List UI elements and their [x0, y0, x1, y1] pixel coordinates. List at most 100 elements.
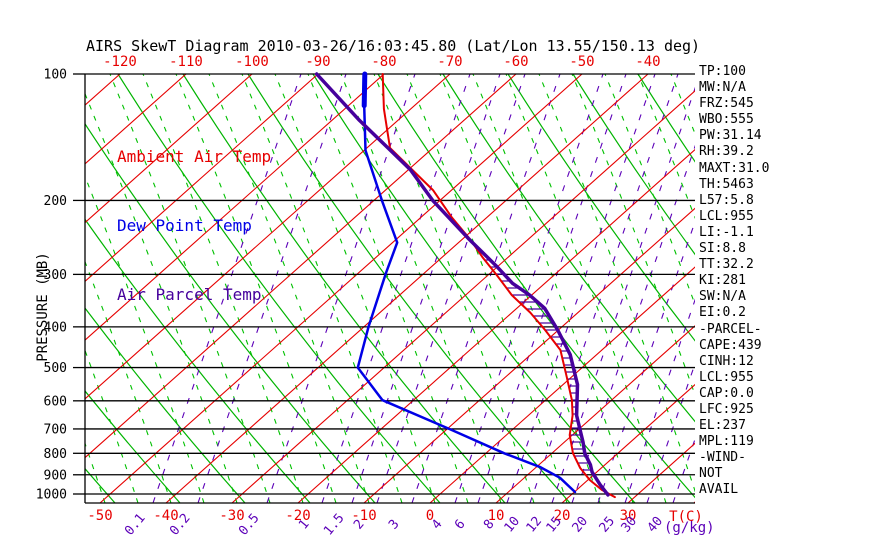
stat-line: CINH:12	[699, 353, 754, 369]
stat-line: NOT	[699, 466, 723, 482]
stat-line: CAP:0.0	[699, 385, 754, 401]
dry-adiabat-line	[117, 74, 441, 503]
isotherm-line	[99, 74, 583, 503]
pressure-tick-label: 600	[44, 394, 67, 409]
stat-line: LFC:925	[699, 401, 754, 417]
mixing-ratio-line	[152, 74, 302, 503]
bottom-temp-tick-label: 20	[554, 508, 571, 524]
moist-adiabat-line	[274, 74, 436, 503]
mixing-ratio-line	[411, 74, 561, 503]
top-temp-tick-label: -100	[235, 54, 269, 70]
mixing-ratio-tick-label: 0.1	[122, 511, 149, 539]
bottom-temp-tick-label: -50	[87, 508, 112, 524]
moist-adiabat-line	[770, 74, 870, 503]
top-temp-tick-label: -80	[371, 54, 396, 70]
top-temp-tick-label: -110	[169, 54, 203, 70]
top-temp-tick-label: -90	[305, 54, 330, 70]
dry-adiabat-line	[247, 74, 571, 503]
legend-air-parcel-temp: Air Parcel Temp	[117, 285, 262, 304]
moist-adiabat-line	[85, 441, 106, 503]
moist-adiabat-line	[340, 74, 502, 503]
moist-adiabat-line	[241, 74, 403, 503]
moist-adiabat-line	[142, 74, 304, 503]
stat-line: SW:N/A	[699, 289, 746, 305]
series-air-parcel-temp	[314, 72, 610, 497]
mixing-ratio-tick-label: 3	[386, 517, 403, 533]
series-ambient-air-temp	[381, 73, 616, 499]
pressure-axis: 100 200 300 400 500 600 700 800 900 1000 PRESSURE …	[35, 68, 695, 504]
stat-line: MW:N/A	[699, 80, 746, 96]
pressure-tick-label: 1000	[36, 488, 67, 503]
stat-line: EI:0.2	[699, 305, 746, 321]
mixing-ratio-line	[597, 220, 695, 503]
moist-adiabat-line	[472, 74, 634, 503]
mixing-ratio-line	[571, 144, 695, 503]
mixing-ratio-unit-label: (g/kg)	[664, 520, 715, 536]
mixing-ratio-line	[551, 86, 695, 503]
isotherm-line	[85, 74, 385, 341]
isotherm-line	[495, 325, 695, 503]
isotherm-line	[363, 207, 695, 503]
stat-line: SI:8.8	[699, 241, 746, 257]
y-axis-title: PRESSURE (MB)	[35, 252, 51, 362]
top-temp-tick-label: -40	[635, 54, 660, 70]
stat-line: WBO:555	[699, 112, 754, 128]
mixing-ratio-line	[529, 74, 679, 503]
pressure-tick-label: 700	[44, 422, 67, 437]
mixing-ratio-line	[624, 298, 695, 503]
bottom-temp-tick-label: -10	[351, 508, 376, 524]
pressure-tick-label: 500	[44, 361, 67, 376]
isotherm-line	[85, 74, 319, 283]
mixing-ratio-line	[506, 74, 656, 503]
stat-line: MPL:119	[699, 434, 754, 450]
dry-adiabat-line	[572, 74, 695, 256]
mixing-ratio-line	[477, 74, 627, 503]
stat-line: TT:32.2	[699, 257, 754, 273]
bottom-temp-tick-label: -20	[285, 508, 310, 524]
stat-line: FRZ:545	[699, 96, 754, 112]
mixing-ratio-tick-label: 40	[645, 514, 667, 536]
stat-line: LI:-1.1	[699, 224, 754, 240]
moist-adiabat-line	[307, 74, 469, 503]
chart-title: AIRS SkewT Diagram 2010-03-26/16:03:45.8…	[86, 37, 701, 55]
dry-adiabat-line	[85, 122, 376, 503]
bottom-temp-tick-label: -40	[153, 508, 178, 524]
top-temp-tick-label: -120	[103, 54, 137, 70]
mixing-ratio-tick-label: 10	[502, 514, 524, 536]
top-temp-tick-label: -60	[503, 54, 528, 70]
moist-adiabat-line	[604, 74, 695, 306]
legend-ambient-air-temp: Ambient Air Temp	[117, 147, 272, 166]
mixing-ratio-tick-label: 6	[452, 517, 469, 533]
stat-line: L57:5.8	[699, 192, 754, 208]
top-temp-tick-label: -70	[437, 54, 462, 70]
pressure-tick-label: 800	[44, 447, 67, 462]
bottom-temp-tick-label: 30	[620, 508, 637, 524]
pressure-tick-label: 200	[44, 194, 67, 209]
isotherm-line	[85, 74, 121, 106]
stat-line: RH:39.2	[699, 144, 754, 160]
dry-adiabat-line	[85, 390, 181, 503]
stat-line: LCL:955	[699, 369, 754, 385]
stat-line: TP:100	[699, 64, 746, 79]
top-temp-tick-label: -50	[569, 54, 594, 70]
stat-line: KI:281	[699, 273, 746, 289]
mixing-ratio-tick-label: 1.5	[321, 511, 348, 539]
legend-dew-point-temp: Dew Point Temp	[117, 216, 252, 235]
mixing-ratio-line	[646, 362, 695, 503]
pressure-tick-label: 100	[44, 68, 67, 83]
temp-axis-unit-label: T(C)	[669, 509, 703, 525]
stat-line: -WIND-	[699, 450, 746, 466]
mixing-ratio-line	[376, 74, 526, 503]
isotherm-line	[85, 74, 253, 224]
moist-adiabat-line	[637, 74, 695, 220]
moist-adiabat-line	[538, 74, 695, 493]
dry-adiabat-line	[85, 467, 116, 503]
moist-adiabat-line	[439, 74, 601, 503]
isotherm-line	[85, 74, 517, 459]
mixing-ratio-line	[197, 74, 347, 503]
stat-line: CAPE:439	[699, 337, 762, 353]
background-grid	[85, 74, 870, 503]
isotherm-line	[85, 74, 451, 400]
moist-adiabat-line	[373, 74, 535, 503]
